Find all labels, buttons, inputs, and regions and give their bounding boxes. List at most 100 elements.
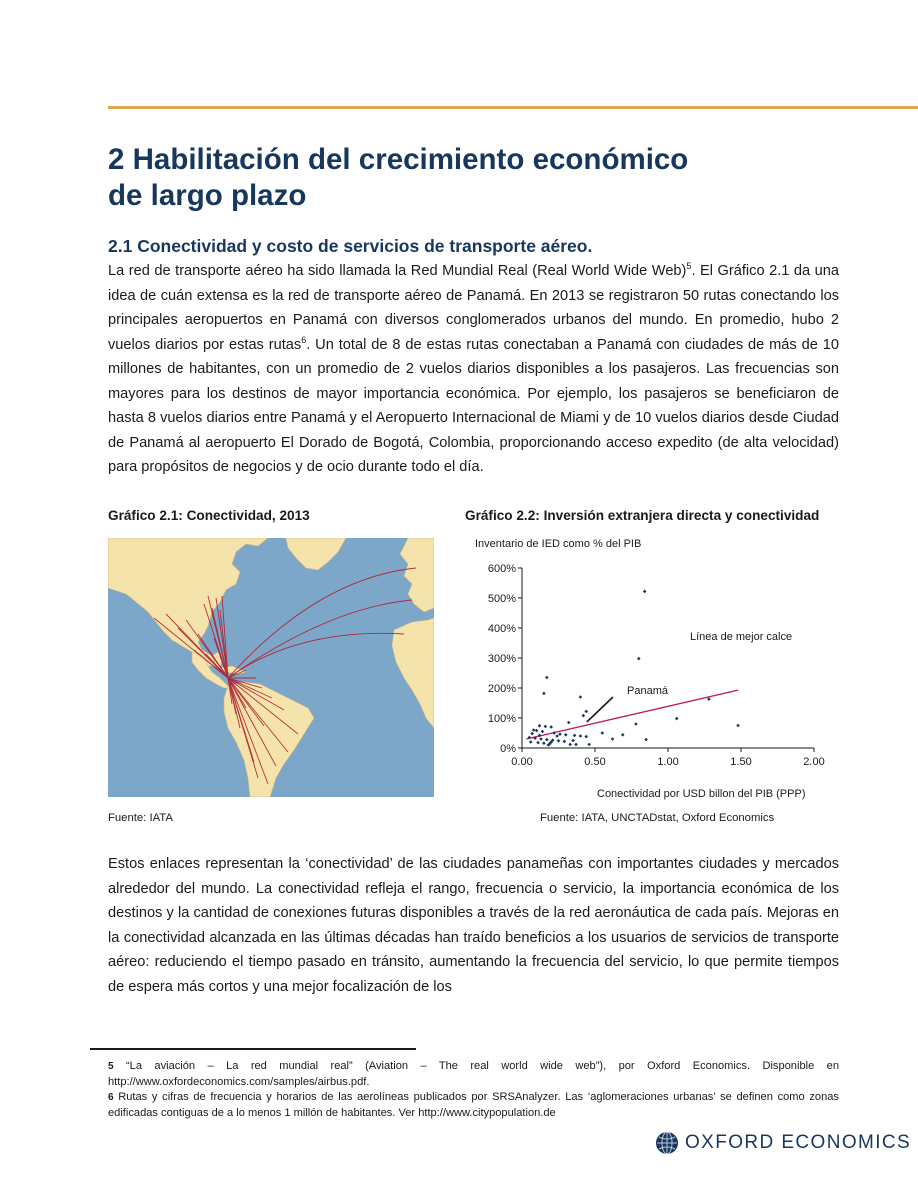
footnote-5: 5 “La aviación – La red mundial real” (A… (108, 1059, 839, 1090)
subsection-title: 2.1 Conectividad y costo de servicios de… (108, 236, 593, 256)
scatter-point (584, 734, 589, 739)
scatter-point (542, 741, 546, 745)
scatter-point (584, 709, 589, 714)
scatter-point (571, 738, 575, 743)
scatter-point (568, 742, 572, 747)
figure-1-source: Fuente: IATA (108, 812, 173, 824)
scatter-point (562, 739, 567, 744)
scatter-point (528, 740, 533, 744)
paragraph-1-part-3: . Un total de 8 de estas rutas conectaba… (108, 336, 839, 476)
x-tick-label: 1.50 (730, 756, 751, 768)
scatter-point (707, 697, 711, 701)
scatter-point (600, 731, 605, 735)
y-tick-label: 0% (500, 743, 516, 755)
scatter-point (549, 725, 553, 729)
paragraph-1-part-2: . El Gráfico 2.1 da una idea de cuán ext… (108, 263, 840, 353)
scatter-point (533, 736, 537, 740)
scatter-point (620, 733, 625, 737)
y-tick-label: 100% (488, 713, 516, 725)
scatter-point (736, 723, 740, 728)
scatter-point (566, 720, 571, 725)
footnote-6-text: Rutas y cifras de frecuencia y horarios … (108, 1091, 839, 1119)
footnote-6: 6 Rutas y cifras de frecuencia y horario… (108, 1090, 839, 1121)
section-title: 2 Habilitación del crecimiento económico… (108, 142, 808, 214)
y-tick-label: 200% (488, 683, 516, 695)
scatter-point (549, 740, 553, 744)
scatter-point (527, 735, 532, 740)
footnote-5-number: 5 (108, 1061, 114, 1072)
best-fit-label: Línea de mejor calce (690, 631, 792, 643)
route-lines (153, 567, 417, 785)
scatter-point (674, 716, 679, 721)
best-fit-line (526, 689, 739, 740)
scatter-point (534, 728, 539, 733)
scatter-point (564, 733, 568, 737)
scatter-point (634, 722, 638, 726)
oxford-economics-logo: OXFORD ECONOMICS (655, 1131, 910, 1157)
y-tick-label: 300% (488, 653, 516, 665)
x-tick-label: 0.50 (584, 756, 605, 768)
body-paragraph-2: Estos enlaces representan la ‘conectivid… (108, 856, 839, 995)
scatter-point (574, 742, 578, 747)
x-tick-label: 2.00 (803, 756, 824, 768)
panama-pointer-arrow (586, 696, 614, 723)
footnote-6-number: 6 (108, 1092, 114, 1103)
map-south-america (223, 681, 315, 797)
scatter-point (545, 675, 549, 680)
paragraph-1-part-1: La red de transporte aéreo ha sido llama… (108, 263, 687, 279)
figure-1-title: Gráfico 2.1: Conectividad, 2013 (108, 508, 310, 523)
route-map (108, 538, 434, 797)
scatter-point (545, 737, 549, 742)
y-axis-ticks: 0% 100% 200% 300% 400% 500% 600% (488, 563, 522, 755)
map-greenland (285, 538, 347, 571)
figure-2-title: Gráfico 2.2: Inversión extranjera direct… (465, 508, 820, 523)
panama-label: Panamá (627, 685, 669, 697)
scatter-point (531, 728, 536, 732)
map-africa (391, 617, 434, 729)
y-tick-label: 600% (488, 563, 516, 575)
y-tick-label: 500% (488, 593, 516, 605)
scatter-point (536, 740, 540, 745)
scatter-point (642, 589, 647, 594)
scatter-point (644, 737, 648, 742)
globe-icon (656, 1131, 678, 1155)
scatter-point (581, 713, 586, 718)
y-tick-label: 400% (488, 623, 516, 635)
fdi-connectivity-chart: Inventario de IED como % del PIB 0% 100% 2… (475, 538, 825, 800)
scatter-point (539, 737, 543, 741)
scatter-point (542, 691, 546, 696)
footnote-ref-5[interactable]: 5 (686, 261, 692, 272)
scatter-point (543, 724, 548, 729)
scatter-point (555, 734, 559, 738)
section-title-line1: 2 Habilitación del crecimiento económico (108, 143, 689, 176)
footnote-ref-6[interactable]: 6 (301, 334, 307, 345)
body-paragraph-1: La red de transporte aéreo ha sido llama… (108, 259, 839, 480)
footnote-separator (90, 1048, 416, 1050)
scatter-point (572, 733, 577, 738)
chart-x-axis-label: Conectividad por USD billon del PIB (PPP… (597, 788, 805, 800)
top-accent-rule (108, 106, 918, 109)
scatter-point (578, 734, 583, 738)
scatter-point (610, 737, 615, 741)
logo-wordmark: OXFORD ECONOMICS (685, 1132, 912, 1153)
scatter-point (537, 733, 542, 738)
x-axis-ticks: 0.00 0.50 1.00 1.50 2.00 (511, 748, 825, 768)
figure-2-source: Fuente: IATA, UNCTADstat, Oxford Economi… (540, 812, 775, 824)
scatter-point (530, 731, 535, 736)
scatter-point (550, 738, 555, 742)
x-tick-label: 1.00 (657, 756, 678, 768)
x-tick-label: 0.00 (511, 756, 532, 768)
scatter-point (637, 656, 641, 661)
scatter-point (558, 732, 562, 736)
scatter-point (540, 729, 545, 734)
chart-y-axis-label: Inventario de IED como % del PIB (475, 538, 641, 550)
scatter-point (587, 742, 591, 747)
data-points (527, 589, 740, 747)
scatter-point (578, 695, 583, 699)
scatter-point (537, 724, 542, 728)
map-north-america (108, 538, 269, 667)
scatter-point (556, 739, 561, 743)
footnote-5-text: “La aviación – La red mundial real” (Avi… (108, 1060, 839, 1088)
map-europe (399, 538, 434, 613)
section-title-line2: de largo plazo (108, 179, 307, 212)
